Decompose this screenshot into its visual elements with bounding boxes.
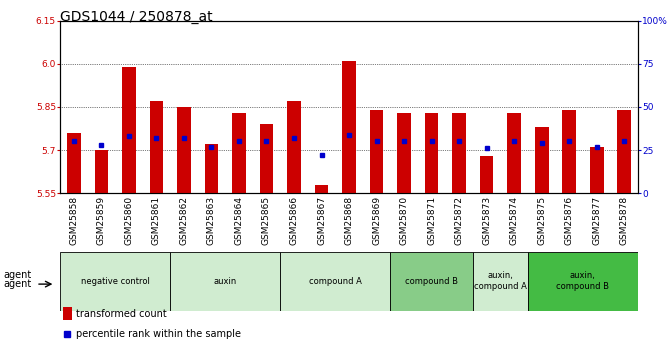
Text: GSM25869: GSM25869 xyxy=(372,196,381,245)
Bar xyxy=(617,110,631,193)
Bar xyxy=(480,156,494,193)
Bar xyxy=(122,67,136,193)
Text: compound A: compound A xyxy=(309,277,361,286)
Text: GSM25862: GSM25862 xyxy=(180,196,188,245)
Bar xyxy=(342,61,356,193)
Text: GSM25860: GSM25860 xyxy=(124,196,134,245)
Text: GSM25874: GSM25874 xyxy=(510,196,518,245)
Bar xyxy=(315,185,329,193)
Text: GSM25868: GSM25868 xyxy=(345,196,353,245)
Text: GSM25873: GSM25873 xyxy=(482,196,491,245)
Bar xyxy=(232,113,246,193)
Text: percentile rank within the sample: percentile rank within the sample xyxy=(76,329,241,339)
Bar xyxy=(281,252,390,310)
Bar xyxy=(425,113,438,193)
Text: compound B: compound B xyxy=(405,277,458,286)
Bar xyxy=(67,133,81,193)
Text: GSM25870: GSM25870 xyxy=(399,196,409,245)
Text: GSM25859: GSM25859 xyxy=(97,196,106,245)
Bar xyxy=(397,113,411,193)
Bar xyxy=(390,252,473,310)
Bar xyxy=(590,147,604,193)
Text: GSM25872: GSM25872 xyxy=(455,196,464,245)
Bar xyxy=(204,144,218,193)
Text: GSM25876: GSM25876 xyxy=(564,196,574,245)
Bar xyxy=(60,252,170,310)
Text: negative control: negative control xyxy=(81,277,150,286)
Text: GSM25858: GSM25858 xyxy=(69,196,78,245)
Text: agent: agent xyxy=(3,279,31,289)
Text: auxin,
compound A: auxin, compound A xyxy=(474,272,527,291)
Text: GSM25877: GSM25877 xyxy=(592,196,601,245)
Bar xyxy=(473,252,528,310)
Bar xyxy=(63,307,71,320)
Bar xyxy=(562,110,576,193)
Bar xyxy=(94,150,108,193)
Text: agent: agent xyxy=(3,270,31,280)
Bar xyxy=(535,127,548,193)
Text: auxin,
compound B: auxin, compound B xyxy=(556,272,609,291)
Bar xyxy=(260,124,273,193)
Text: GSM25865: GSM25865 xyxy=(262,196,271,245)
Bar xyxy=(369,110,383,193)
Text: GSM25864: GSM25864 xyxy=(234,196,243,245)
Bar xyxy=(170,252,281,310)
Bar xyxy=(452,113,466,193)
Text: GDS1044 / 250878_at: GDS1044 / 250878_at xyxy=(60,10,212,24)
Text: transformed count: transformed count xyxy=(76,309,167,318)
Bar xyxy=(287,101,301,193)
Bar xyxy=(150,101,163,193)
Text: GSM25878: GSM25878 xyxy=(620,196,629,245)
Text: GSM25871: GSM25871 xyxy=(427,196,436,245)
Bar xyxy=(528,252,638,310)
Text: GSM25861: GSM25861 xyxy=(152,196,161,245)
Text: auxin: auxin xyxy=(214,277,237,286)
Text: GSM25866: GSM25866 xyxy=(289,196,299,245)
Bar xyxy=(507,113,521,193)
Bar xyxy=(177,107,191,193)
Text: GSM25863: GSM25863 xyxy=(207,196,216,245)
Text: GSM25867: GSM25867 xyxy=(317,196,326,245)
Text: GSM25875: GSM25875 xyxy=(537,196,546,245)
